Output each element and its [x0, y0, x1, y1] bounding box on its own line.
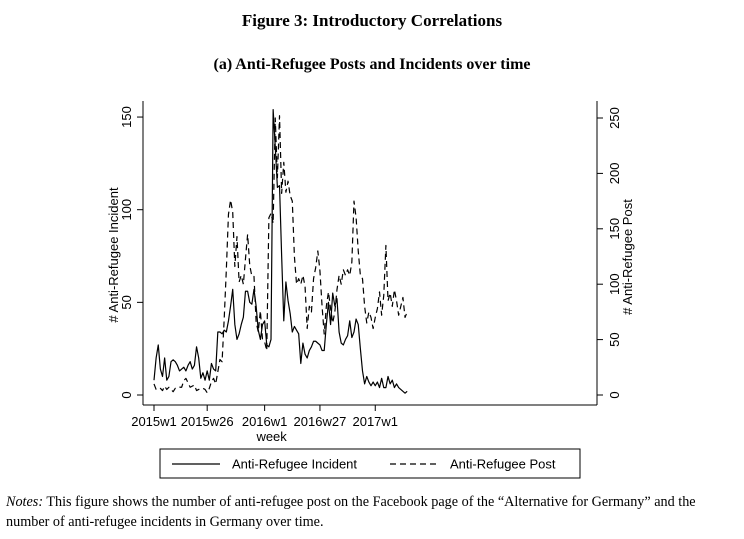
plot-lines — [153, 109, 408, 394]
y-right-axis-title: # Anti-Refugee Post — [620, 199, 635, 315]
y-right-tick-label: 150 — [607, 218, 622, 240]
figure-title: Figure 3: Introductory Correlations — [241, 11, 503, 30]
x-tick-label: 2015w1 — [131, 414, 177, 429]
y-left-tick-label: 100 — [119, 199, 134, 221]
y-left-tick-label: 50 — [119, 295, 134, 309]
legend: Anti-Refugee Incident Anti-Refugee Post — [159, 448, 581, 479]
legend-label: Anti-Refugee Incident — [232, 457, 357, 472]
y-right-tick-label: 50 — [607, 332, 622, 346]
x-tick-label: 2016w27 — [294, 414, 347, 429]
series-line-anti-refugee-post — [153, 115, 408, 394]
series-line-anti-refugee-incident — [153, 109, 408, 394]
figure-notes: Notes: This figure shows the number of a… — [6, 492, 740, 532]
y-left-tick-label: 150 — [119, 106, 134, 128]
figure-subtitle: (a) Anti-Refugee Posts and Incidents ove… — [213, 56, 531, 73]
y-right-tick-label: 250 — [607, 107, 622, 129]
line-chart: 0 50 100 150 0 50 100 150 200 250 2015w1 2015w26 201… — [106, 101, 635, 479]
x-axis-title: week — [255, 429, 287, 444]
x-tick-label: 2015w26 — [181, 414, 234, 429]
legend-box — [159, 448, 581, 479]
y-right-tick-label: 100 — [607, 273, 622, 295]
notes-label: Notes: — [6, 494, 44, 510]
legend-label: Anti-Refugee Post — [450, 457, 556, 472]
axes: 0 50 100 150 0 50 100 150 200 250 2015w1 2015w26 201… — [106, 101, 635, 444]
x-tick-label: 2016w1 — [242, 414, 288, 429]
y-right-tick-label: 0 — [607, 391, 622, 398]
y-left-tick-label: 0 — [119, 391, 134, 398]
notes-text: This figure shows the number of anti-ref… — [6, 494, 696, 530]
y-left-axis-title: # Anti-Refugee Incident — [106, 187, 121, 323]
x-tick-label: 2017w1 — [352, 414, 398, 429]
y-right-tick-label: 200 — [607, 163, 622, 185]
